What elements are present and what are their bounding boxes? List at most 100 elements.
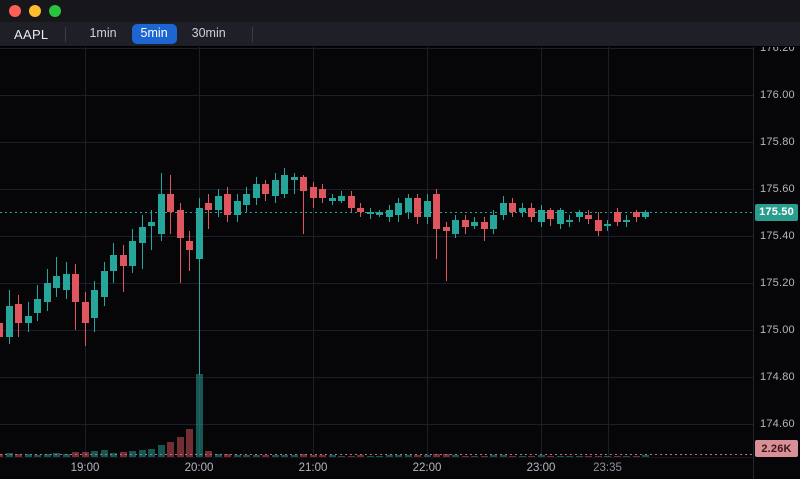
timeframe-button-30min[interactable]: 30min [183,24,235,44]
volume-bar [176,436,184,457]
candle-body [623,219,630,222]
volume-bar [138,450,146,457]
volume-bar [167,442,174,457]
candle-body [480,221,488,229]
volume-bar [309,454,317,457]
candle-body [556,210,564,225]
candle-body [157,193,165,234]
candle-body [129,240,136,267]
volume-bar [518,455,526,457]
horizontal-gridline [0,423,753,425]
candle-body [471,221,478,227]
time-tick-label: 23:00 [526,462,556,474]
candle-body [205,203,212,211]
volume-bar [547,455,554,457]
volume-bar [442,454,450,457]
horizontal-gridline [0,235,753,237]
candle-body [442,226,450,232]
candle-body [148,221,155,227]
candle-body [347,196,355,208]
timeframe-button-1min[interactable]: 1min [80,24,125,44]
minimize-window-button[interactable] [29,5,41,17]
vertical-gridline [541,47,542,457]
volume-bar [623,455,630,457]
volume-bar [376,455,383,457]
candle-body [328,198,336,201]
volume-bar [281,454,288,457]
candle-body [119,254,127,267]
candle-body [357,207,364,213]
volume-bar [81,451,89,457]
price-tick-label: 174.80 [760,370,795,383]
titlebar[interactable] [0,0,800,22]
candle-wick [179,203,181,283]
horizontal-gridline [0,94,753,96]
volume-bar [338,455,345,457]
candle-body [72,273,79,302]
volume-bar [366,455,374,457]
volume-bar [566,455,573,457]
price-tick-label: 176.00 [760,88,795,101]
volume-bar [271,455,279,457]
volume-bar [480,455,488,457]
candle-body [195,207,203,260]
candle-body [167,193,174,213]
volume-bar [461,455,469,457]
volume-bar [262,455,269,457]
volume-bar [452,455,459,457]
volume-bar [0,453,3,457]
candle-body [176,210,184,239]
volume-bar [252,455,260,457]
candle-body [100,271,108,298]
time-tick-label: 22:00 [412,462,442,474]
chart-pane[interactable] [0,47,753,457]
candle-body [319,188,326,199]
volume-bar [585,455,592,457]
horizontal-gridline [0,329,753,331]
zoom-window-button[interactable] [49,5,61,17]
candle-body [499,203,507,215]
last-volume-value: 2.26K [761,442,792,455]
price-axis[interactable]: 175.50 2.26K 176.20 176.00 175.80 175.60 175… [753,42,800,479]
timeframe-button-group: 1min 5min 30min [80,24,234,44]
candle-body [186,240,193,250]
candle-body [461,219,469,227]
horizontal-gridline [0,188,753,190]
candle-body [452,219,459,234]
volume-bar [594,455,602,457]
close-window-button[interactable] [9,5,21,17]
candle-body [604,224,611,227]
volume-bar [385,455,393,457]
timeframe-button-5min[interactable]: 5min [131,24,177,44]
candle-body [0,322,3,337]
candle-body [594,219,602,232]
candle-body [271,179,279,196]
volume-bar [214,453,222,457]
candle-body [395,203,402,215]
last-price-badge: 175.50 [755,203,798,221]
volume-bar [34,454,41,457]
vertical-gridline [607,47,609,457]
candle-wick [189,231,190,272]
candle-body [632,212,640,218]
volume-bar [642,455,649,457]
candle-body [385,210,393,218]
time-axis[interactable]: 19:00 20:00 21:00 22:00 23:00 23:35 [0,457,753,479]
toolbar-divider [65,26,67,42]
volume-bar [100,450,108,457]
volume-bar [300,454,307,457]
price-tick-label: 174.60 [760,417,795,430]
candle-body [509,203,516,213]
candle-body [537,210,545,222]
price-tick-label: 175.80 [760,135,795,148]
candle-body [224,193,231,215]
last-volume-line [0,454,753,455]
candle-body [243,193,250,206]
volume-bar [528,455,535,457]
candle-body [490,214,497,229]
candle-body [547,210,554,220]
volume-bar [205,450,212,457]
candle-wick [293,172,295,194]
candle-body [24,315,32,323]
